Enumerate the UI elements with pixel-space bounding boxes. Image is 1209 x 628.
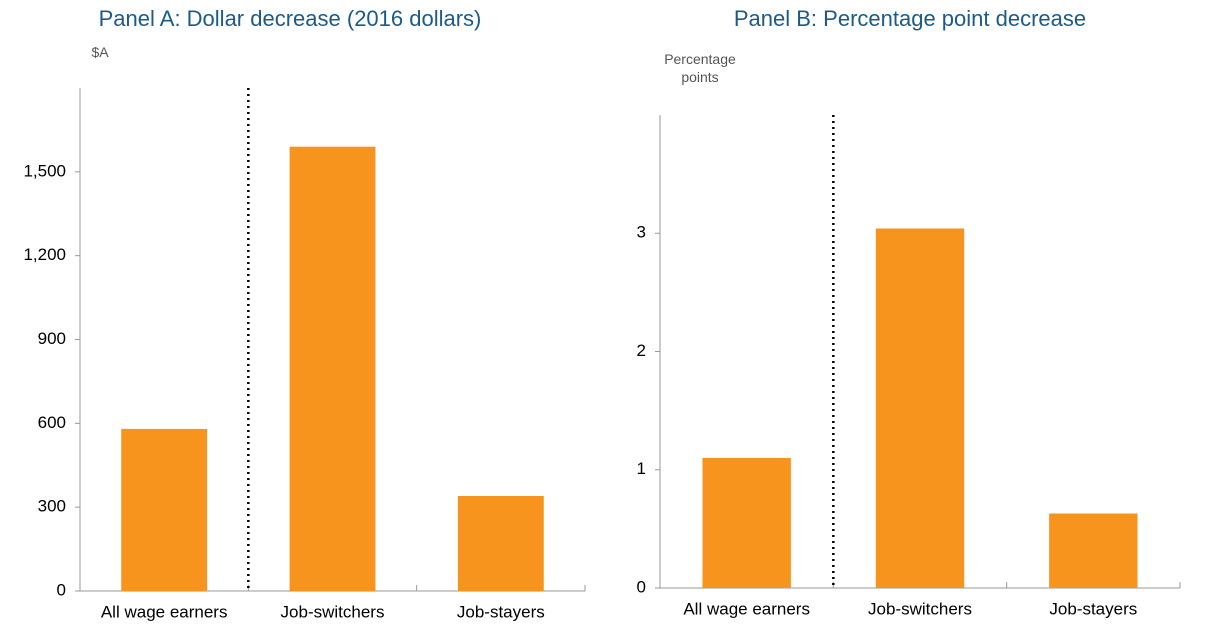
y-tick-label: 1,500 (23, 161, 66, 180)
y-tick-label: 1 (637, 459, 646, 478)
x-tick-label: All wage earners (101, 602, 228, 621)
y-tick-label: 300 (38, 497, 66, 516)
bar (875, 228, 965, 588)
panel-title: Panel A: Dollar decrease (2016 dollars) (99, 6, 482, 31)
y-tick-label: 600 (38, 413, 66, 432)
y-axis-unit: $A (91, 44, 109, 60)
bar (289, 146, 376, 591)
x-tick-label: All wage earners (683, 599, 810, 618)
bar (121, 428, 208, 591)
y-tick-label: 900 (38, 329, 66, 348)
x-tick-label: Job-stayers (457, 602, 545, 621)
y-tick-label: 1,200 (23, 245, 66, 264)
panel-title: Panel B: Percentage point decrease (734, 6, 1086, 31)
y-tick-label: 2 (637, 341, 646, 360)
y-axis-unit: Percentage points (664, 51, 736, 85)
y-tick-label: 0 (637, 577, 646, 596)
x-tick-label: Job-stayers (1049, 599, 1137, 618)
bar (1049, 513, 1138, 588)
y-tick-label: 0 (57, 580, 66, 599)
y-tick-label: 3 (637, 223, 646, 242)
x-tick-label: Job-switchers (868, 599, 972, 618)
x-tick-label: Job-switchers (281, 602, 385, 621)
bar (702, 457, 791, 588)
bar (457, 495, 544, 591)
